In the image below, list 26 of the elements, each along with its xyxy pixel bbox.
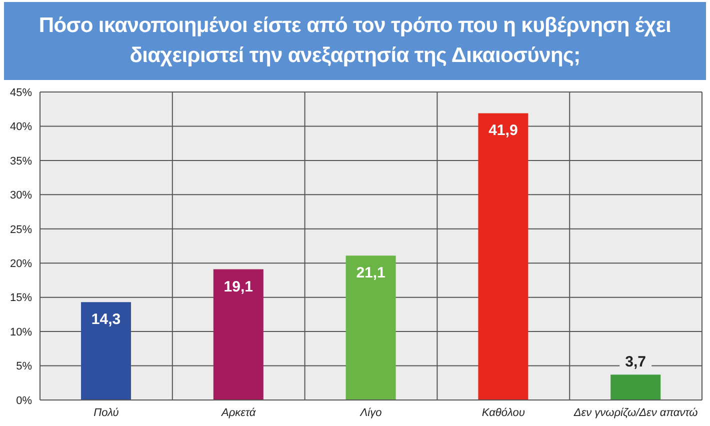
data-label: 3,7 [625, 354, 646, 371]
x-tick-label: Αρκετά [220, 406, 256, 419]
y-tick-label: 5% [16, 360, 32, 373]
data-label: 14,3 [91, 311, 121, 328]
y-tick-label: 15% [10, 292, 32, 304]
data-label: 19,1 [224, 278, 253, 296]
bar [81, 302, 131, 400]
x-tick-label: Καθόλου [482, 406, 525, 419]
y-tick-label: 10% [10, 326, 32, 338]
data-label: 41,9 [488, 122, 518, 140]
bar [213, 269, 264, 400]
bar [610, 374, 661, 400]
y-tick-label: 30% [10, 190, 32, 202]
x-tick-label: Πολύ [94, 406, 119, 419]
x-tick-label: Δεν γνωρίζω/Δεν απαντώ [572, 406, 698, 419]
y-tick-label: 35% [10, 155, 32, 168]
bar [346, 256, 396, 400]
y-tick-label: 20% [10, 258, 32, 270]
y-tick-label: 0% [16, 394, 32, 407]
x-tick-label: Λίγο [359, 406, 382, 419]
y-tick-label: 45% [10, 86, 32, 99]
y-tick-label: 40% [10, 121, 32, 134]
chart-title: Πόσο ικανοποιημένοι είστε από τον τρόπο που η κυβέρνηση έχει διαχειριστεί την ανεξαρτησία της Δικαιοσύνης; [38, 13, 672, 69]
y-tick-label: 25% [10, 224, 32, 236]
bar [478, 113, 528, 400]
data-label: 21,1 [356, 264, 386, 282]
